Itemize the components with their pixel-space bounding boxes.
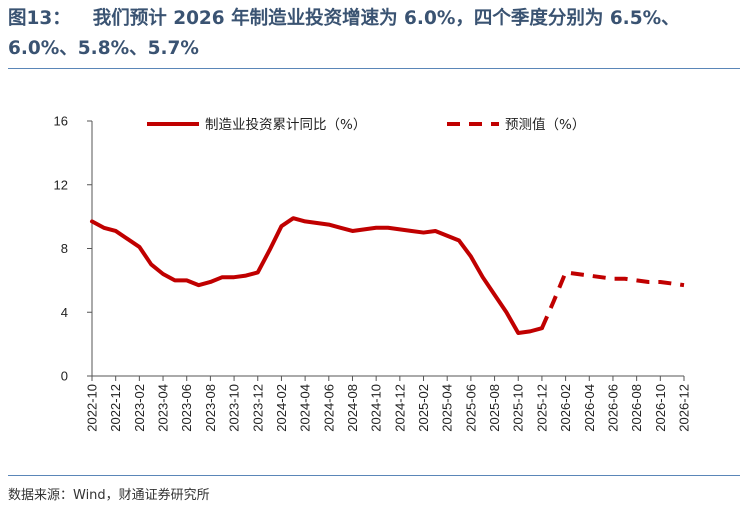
figure-number: 图13： <box>8 8 71 29</box>
x-tick-label: 2022-12 <box>108 384 123 432</box>
footer-rule <box>8 475 740 476</box>
x-tick-label: 2025-10 <box>511 384 526 432</box>
header-rule <box>8 68 740 69</box>
x-tick-label: 2026-06 <box>605 384 620 432</box>
source-note: 数据来源：Wind，财通证券研究所 <box>8 488 210 503</box>
x-tick-label: 2025-06 <box>463 384 478 432</box>
x-tick-label: 2023-08 <box>203 384 218 432</box>
x-tick-label: 2026-12 <box>677 384 692 432</box>
x-tick-label: 2025-08 <box>487 384 502 432</box>
y-tick-label: 12 <box>54 177 68 192</box>
actual-series-line <box>90 216 544 335</box>
x-tick-label: 2025-02 <box>416 384 431 432</box>
x-tick-label: 2023-12 <box>250 384 265 432</box>
x-tick-label: 2024-10 <box>369 384 384 432</box>
y-tick-label: 0 <box>61 369 68 384</box>
figure-title-line: 图13： 我们预计 2026 年制造业投资增速为 6.0%，四个季度分别为 6.5… <box>8 4 740 64</box>
y-tick-label: 4 <box>61 305 68 320</box>
x-tick-label: 2024-02 <box>274 384 289 432</box>
x-tick-label: 2023-04 <box>156 384 171 432</box>
x-tick-label: 2026-02 <box>558 384 573 432</box>
figure-title: 我们预计 2026 年制造业投资增速为 6.0%，四个季度分别为 6.5%、6.… <box>8 8 680 59</box>
x-tick-label: 2026-08 <box>629 384 644 432</box>
x-tick-label: 2024-06 <box>321 384 336 432</box>
chart-axes: 0 4 8 12 16 2022-10 2022-12 2023-02 2023-04 2023-… <box>54 114 692 432</box>
x-tick-label: 2026-04 <box>582 384 597 432</box>
x-tick-label: 2026-10 <box>653 384 668 432</box>
x-tick-label: 2023-02 <box>132 384 147 432</box>
x-tick-label: 2025-12 <box>534 384 549 432</box>
x-tick-label: 2025-04 <box>440 384 455 432</box>
x-tick-label: 2024-08 <box>345 384 360 432</box>
figure-header: 图13： 我们预计 2026 年制造业投资增速为 6.0%，四个季度分别为 6.5… <box>8 4 740 64</box>
legend-actual-label: 制造业投资累计同比（%） <box>205 117 366 133</box>
x-tick-label: 2022-10 <box>85 384 100 432</box>
chart-legend: 制造业投资累计同比（%） 预测值（%） <box>147 117 585 133</box>
y-tick-label: 16 <box>54 114 68 129</box>
chart-series <box>90 216 685 335</box>
x-tick-label: 2024-12 <box>392 384 407 432</box>
x-tick-label: 2024-04 <box>298 384 313 432</box>
line-chart: 0 4 8 12 16 2022-10 2022-12 2023-02 2023-04 2023-… <box>54 114 692 432</box>
legend-forecast-label: 预测值（%） <box>505 117 585 133</box>
x-tick-label: 2023-06 <box>179 384 194 432</box>
forecast-series-line <box>540 270 685 329</box>
y-tick-label: 8 <box>61 241 68 256</box>
x-tick-label: 2023-10 <box>227 384 242 432</box>
